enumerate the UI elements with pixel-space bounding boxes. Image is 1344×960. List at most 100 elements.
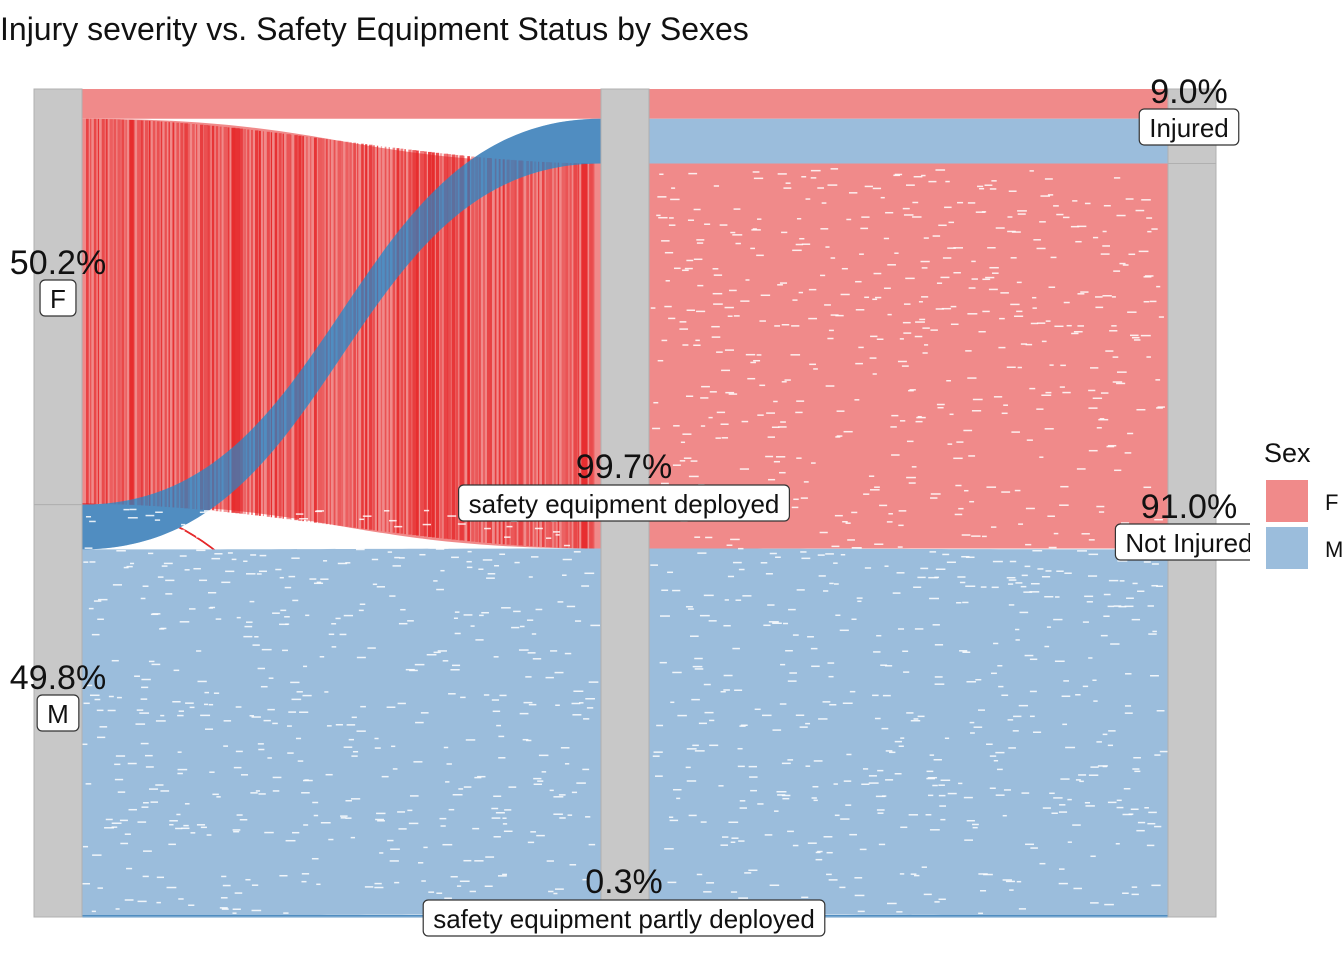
flow-texture-dash bbox=[367, 647, 376, 649]
flow-texture-dash bbox=[272, 722, 278, 725]
flow-texture-dash bbox=[284, 586, 292, 589]
flow-texture-dash bbox=[963, 429, 973, 432]
flow-texture-dash bbox=[679, 321, 687, 323]
flow-texture-dash bbox=[999, 317, 1005, 320]
flow-texture-dash bbox=[784, 379, 791, 381]
flow-texture-dash bbox=[1098, 511, 1105, 513]
flow-texture-dash bbox=[123, 566, 129, 569]
flow-texture-dash bbox=[730, 891, 738, 893]
flow-texture-dash bbox=[134, 675, 140, 677]
flow-streak bbox=[431, 152, 435, 538]
flow-texture-dash bbox=[942, 553, 950, 556]
flow-streak bbox=[192, 123, 195, 510]
flow-texture-dash bbox=[902, 650, 909, 653]
flow-texture-dash bbox=[352, 750, 359, 753]
flow-texture-dash bbox=[777, 794, 786, 796]
flow-streak bbox=[585, 163, 588, 549]
flow-texture-dash bbox=[351, 716, 357, 719]
stratum-label-0-0: F bbox=[39, 279, 77, 317]
flow-texture-dash bbox=[687, 608, 694, 610]
flow-texture-dash bbox=[903, 214, 914, 216]
flow-texture-dash bbox=[1008, 190, 1017, 192]
flow-texture-dash bbox=[136, 709, 144, 711]
flow-texture-dash bbox=[1103, 593, 1111, 596]
flow-texture-dash bbox=[828, 675, 834, 678]
flow-texture-dash bbox=[970, 732, 975, 734]
flow-texture-dash bbox=[493, 836, 501, 838]
flow-texture-dash bbox=[343, 539, 349, 541]
flow-texture-dash bbox=[211, 557, 221, 560]
flow-texture-dash bbox=[864, 185, 873, 188]
flow-texture-dash bbox=[896, 911, 903, 913]
flow-texture-dash bbox=[740, 724, 748, 727]
flow-texture-dash bbox=[721, 369, 731, 372]
flow-texture-dash bbox=[1054, 325, 1064, 328]
flow-texture-dash bbox=[1123, 787, 1131, 790]
flow-texture-dash bbox=[1087, 575, 1098, 577]
flow-texture-dash bbox=[1113, 270, 1121, 272]
flow-texture-dash bbox=[836, 435, 843, 437]
flow-texture-dash bbox=[154, 519, 161, 521]
flow-texture-dash bbox=[1090, 855, 1096, 858]
flow-texture-dash bbox=[691, 698, 700, 701]
flow-texture-dash bbox=[482, 559, 493, 561]
flow-texture-dash bbox=[1045, 320, 1051, 322]
flow-texture-dash bbox=[888, 513, 893, 515]
flow-texture-dash bbox=[479, 614, 484, 617]
flow-texture-dash bbox=[426, 653, 437, 656]
flow-texture-dash bbox=[1143, 300, 1150, 303]
flow-texture-dash bbox=[221, 908, 229, 910]
flow-texture-dash bbox=[148, 788, 159, 790]
flow-texture-dash bbox=[1151, 563, 1159, 565]
flow-texture-dash bbox=[771, 426, 780, 429]
flow-texture-dash bbox=[898, 510, 907, 512]
flow-texture-dash bbox=[700, 425, 706, 427]
flow-texture-dash bbox=[417, 862, 424, 864]
flow-texture-dash bbox=[664, 305, 672, 308]
flow-texture-dash bbox=[783, 187, 792, 189]
flow-texture-dash bbox=[991, 672, 997, 675]
flow-texture-dash bbox=[1025, 343, 1033, 346]
flow-texture-dash bbox=[735, 599, 742, 601]
flow-texture-dash bbox=[906, 476, 916, 479]
flow-texture-dash bbox=[929, 829, 940, 831]
flow-texture-dash bbox=[1106, 445, 1115, 448]
flow-texture-dash bbox=[965, 585, 976, 587]
flow-texture-dash bbox=[466, 560, 472, 563]
flow-texture-dash bbox=[246, 621, 253, 623]
flow-texture-dash bbox=[1072, 200, 1078, 202]
flow-texture-dash bbox=[97, 887, 103, 889]
flow-texture-dash bbox=[934, 901, 940, 903]
flow-texture-dash bbox=[285, 839, 296, 842]
flow-texture-dash bbox=[528, 576, 533, 578]
flow-texture-dash bbox=[679, 328, 689, 330]
flow-texture-dash bbox=[200, 826, 207, 829]
flow-texture-dash bbox=[929, 551, 937, 553]
flow-texture-dash bbox=[894, 173, 903, 176]
flow-texture-dash bbox=[967, 313, 978, 315]
flow-streak bbox=[486, 157, 492, 544]
flow-texture-dash bbox=[501, 607, 511, 609]
flow-texture-dash bbox=[723, 624, 731, 627]
flow-texture-dash bbox=[973, 726, 983, 728]
flow-texture-dash bbox=[685, 395, 694, 397]
flow-texture-dash bbox=[126, 565, 133, 568]
flow-texture-dash bbox=[864, 567, 872, 569]
flow-texture-dash bbox=[178, 710, 184, 712]
flow-texture-dash bbox=[221, 875, 227, 878]
flow-texture-dash bbox=[790, 354, 801, 356]
flow-texture-dash bbox=[553, 813, 563, 815]
flow-texture-dash bbox=[1108, 730, 1116, 732]
flow-texture-dash bbox=[821, 202, 827, 204]
flow-texture-dash bbox=[387, 839, 394, 842]
flow-texture-dash bbox=[1053, 205, 1059, 207]
flow-texture-dash bbox=[177, 714, 184, 717]
flow-texture-dash bbox=[830, 314, 839, 316]
flow-texture-dash bbox=[664, 848, 674, 850]
flow-texture-dash bbox=[588, 681, 599, 683]
flow-texture-dash bbox=[436, 892, 443, 894]
flow-texture-dash bbox=[84, 547, 93, 549]
flow-texture-dash bbox=[900, 826, 908, 829]
flow-texture-dash bbox=[1135, 209, 1145, 212]
flow-texture-dash bbox=[1042, 807, 1051, 809]
